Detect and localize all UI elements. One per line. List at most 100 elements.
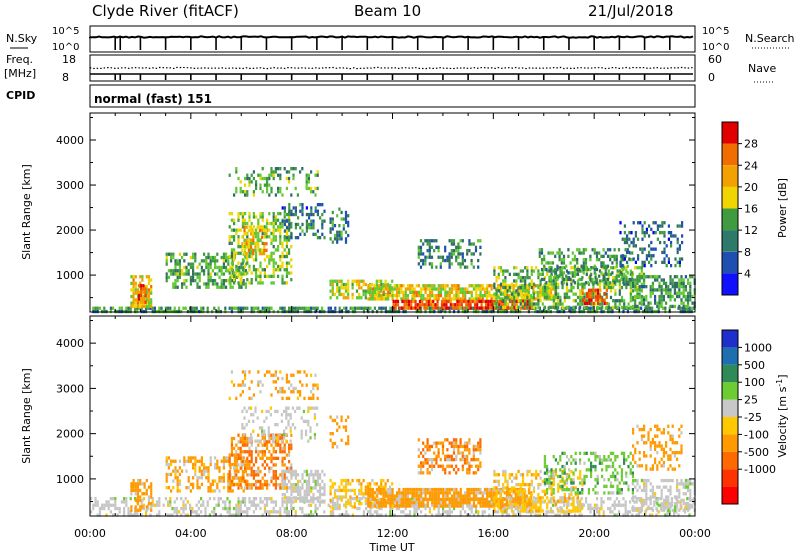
data-cell <box>205 476 208 480</box>
data-cell <box>283 268 286 272</box>
data-cell <box>630 240 633 245</box>
data-cell <box>200 265 203 270</box>
data-cell <box>314 473 317 477</box>
data-cell <box>246 466 249 470</box>
data-cell <box>205 469 208 473</box>
data-cell <box>209 275 212 279</box>
data-cell <box>305 206 308 210</box>
data-cell <box>632 240 635 245</box>
data-cell <box>560 506 563 511</box>
data-cell <box>498 299 501 304</box>
data-cell <box>263 306 266 310</box>
data-cell <box>136 502 140 506</box>
data-cell <box>453 287 456 291</box>
data-cell <box>633 500 636 504</box>
data-cell <box>373 297 377 301</box>
data-cell <box>431 290 434 294</box>
data-cell <box>200 459 203 463</box>
data-cell <box>144 294 147 298</box>
data-cell <box>557 285 560 290</box>
data-cell <box>334 506 337 511</box>
data-cell <box>660 291 663 295</box>
power-ylabel: Slant Range [km] <box>20 164 33 260</box>
data-cell <box>561 302 564 306</box>
data-cell <box>130 482 133 486</box>
data-cell <box>224 306 227 310</box>
data-cell <box>624 513 627 517</box>
data-cell <box>380 478 383 483</box>
data-cell <box>319 486 322 490</box>
data-cell <box>214 265 217 270</box>
data-cell <box>207 255 210 260</box>
data-cell <box>643 298 646 302</box>
data-cell <box>246 254 249 259</box>
data-cell <box>585 299 588 303</box>
data-cell <box>628 244 631 248</box>
data-cell <box>206 500 209 504</box>
data-cell <box>235 473 238 477</box>
data-cell <box>484 306 488 310</box>
data-cell <box>235 228 238 232</box>
data-cell <box>292 386 295 391</box>
data-cell <box>150 298 153 302</box>
data-cell <box>316 473 319 477</box>
data-cell <box>369 513 372 517</box>
data-cell <box>142 503 145 507</box>
data-cell <box>387 501 390 505</box>
data-cell <box>474 249 478 253</box>
data-cell <box>109 497 112 501</box>
data-cell <box>185 279 188 283</box>
data-cell <box>442 287 445 291</box>
data-cell <box>181 285 184 289</box>
data-cell <box>505 510 508 514</box>
data-cell <box>486 284 489 288</box>
data-cell <box>272 506 275 511</box>
data-cell <box>537 272 540 276</box>
data-cell <box>620 269 624 273</box>
data-cell <box>279 176 282 181</box>
data-cell <box>233 278 236 282</box>
data-cell <box>237 510 240 514</box>
data-cell <box>259 274 262 278</box>
data-cell <box>663 231 666 235</box>
data-cell <box>537 299 540 303</box>
data-cell <box>532 510 535 514</box>
data-cell <box>132 485 135 489</box>
data-cell <box>626 306 629 310</box>
data-cell <box>624 510 627 514</box>
data-cell <box>508 289 511 293</box>
data-cell <box>285 376 288 381</box>
data-cell <box>401 299 404 304</box>
data-cell <box>285 453 288 457</box>
data-cell <box>598 282 602 286</box>
data-cell <box>277 376 280 381</box>
data-cell <box>338 485 341 489</box>
data-cell <box>329 296 332 300</box>
data-cell <box>209 486 212 490</box>
data-cell <box>400 497 403 502</box>
data-cell <box>448 513 451 517</box>
data-cell <box>283 436 286 440</box>
data-cell <box>614 302 617 306</box>
data-cell <box>596 510 599 514</box>
data-cell <box>618 292 621 296</box>
data-cell <box>524 302 527 306</box>
data-cell <box>479 239 482 243</box>
data-cell <box>679 503 682 507</box>
data-cell <box>103 503 106 507</box>
data-cell <box>389 504 392 508</box>
data-cell <box>165 486 168 490</box>
data-cell <box>632 285 635 289</box>
data-cell <box>551 251 555 255</box>
data-cell <box>310 499 313 503</box>
data-cell <box>602 277 605 282</box>
data-cell <box>257 274 260 278</box>
data-cell <box>270 373 273 377</box>
data-cell <box>215 503 218 507</box>
data-cell <box>358 282 361 287</box>
data-cell <box>245 225 248 229</box>
data-cell <box>281 463 284 467</box>
data-cell <box>255 228 258 232</box>
data-cell <box>344 210 348 215</box>
